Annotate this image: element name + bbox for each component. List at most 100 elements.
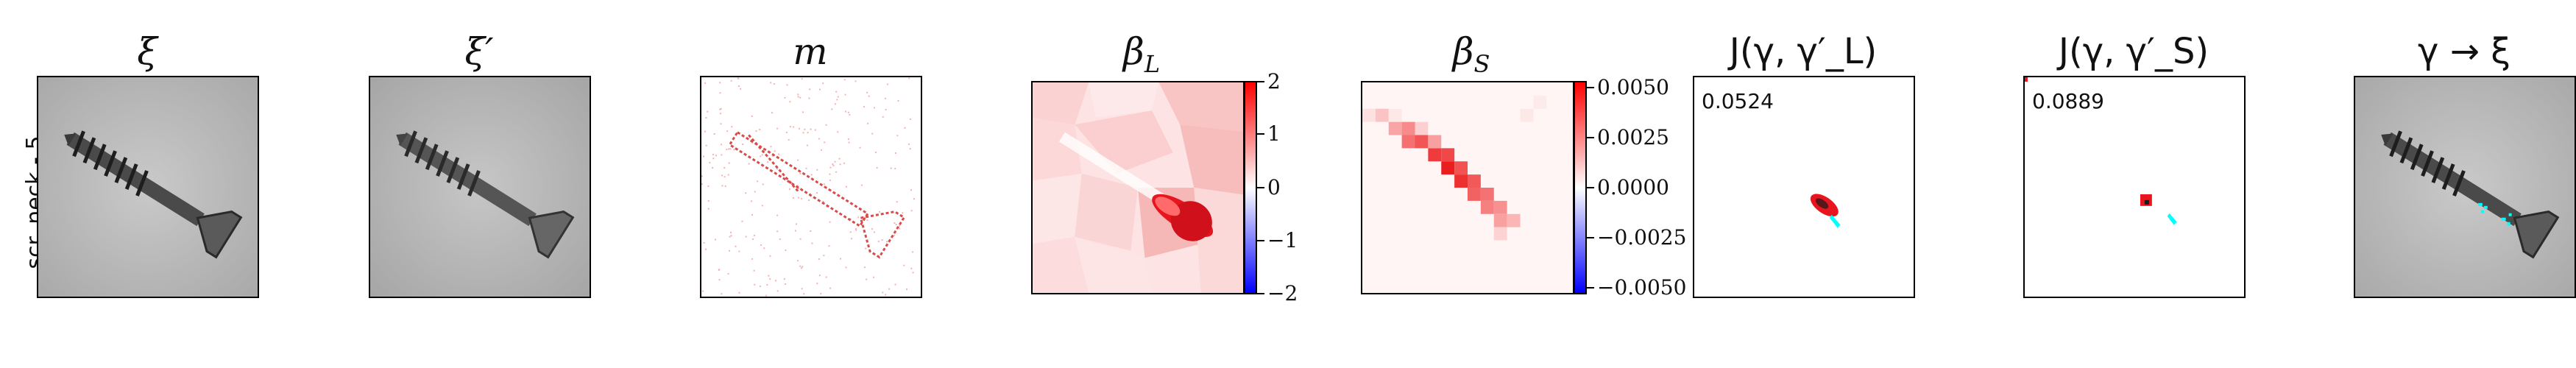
mask-speckle [776,290,779,292]
mask-speckle [828,245,830,247]
mask-speckle [789,101,791,103]
mask-speckle [766,283,768,286]
mask-speckle [801,78,803,80]
mask-speckle [729,236,731,238]
mask-speckle [794,230,796,232]
mask-speckle [729,250,731,252]
mask-speckle [849,113,851,116]
mask-speckle [728,162,730,164]
beta-s-cell [1388,108,1402,122]
mask-speckle [899,227,901,230]
mask-speckle [847,138,849,141]
mask-speckle [753,269,755,272]
mask-speckle [902,212,904,214]
mask-speckle [707,208,710,210]
mask-speckle [745,192,747,194]
image-j-s: 0.0889 [2023,76,2246,298]
image-gamma-overlay [2354,76,2576,298]
mask-speckle [829,173,831,175]
mask-speckle [810,174,813,176]
mask-speckle [865,247,867,250]
mask-speckle [835,91,838,93]
mask-speckle [727,273,729,275]
mask-speckle [788,139,790,141]
mask-speckle [834,160,836,163]
beta-s-cell [1507,213,1521,227]
mask-speckle [720,123,722,125]
mask-speckle [759,129,761,131]
colorbar-l-label: 2 [1267,69,1281,93]
mask-speckle [704,248,707,250]
mask-speckle [818,258,821,260]
image-mask [700,76,922,298]
panel-title-xi: ξ [137,30,158,73]
score-s: 0.0889 [2032,89,2104,113]
mask-speckle [760,155,762,158]
mask-speckle [705,117,707,119]
mask-speckle [894,152,896,155]
mask-speckle [770,146,772,148]
mask-speckle [767,161,769,163]
mask-speckle [755,130,757,132]
mask-speckle [829,287,832,289]
mask-speckle [707,185,710,188]
mask-speckle [745,236,747,238]
mask-speckle [834,103,836,105]
mask-speckle [737,85,740,88]
mask-speckle [797,93,799,96]
mask-speckle [720,107,722,110]
mask-speckle [818,275,821,277]
mask-speckle [761,205,763,207]
mask-speckle [896,135,899,137]
mask-speckle [811,242,813,244]
mask-speckle [718,269,720,271]
mask-speckle [762,183,764,185]
mask-speckle [823,255,825,257]
mask-speckle [849,231,852,233]
mask-speckle [829,221,831,223]
beta-s-cell [1493,227,1507,241]
mask-speckle [776,214,779,216]
beta-s-cell [1441,148,1455,162]
mask-speckle [881,239,883,241]
beta-s-cell [1468,188,1481,201]
mask-speckle [829,166,832,169]
mask-speckle [799,96,802,99]
mask-speckle [825,276,827,278]
mask-speckle [801,288,803,290]
mask-speckle [726,149,728,151]
mask-speckle [731,126,733,128]
mask-speckle [847,111,849,113]
mask-speckle [723,167,726,169]
mask-speckle [729,148,732,150]
mask-speckle [721,174,723,177]
mask-speckle [789,126,791,128]
mask-speckle [801,267,803,269]
mask-speckle [863,106,865,108]
mask-speckle [843,79,846,81]
mask-speckle [793,126,795,128]
colorbar-s-label: 0.0050 [1597,75,1669,99]
mask-speckle [888,288,891,290]
beta-l-heatmap [1033,82,1243,293]
mask-speckle [785,283,787,286]
beta-s-cell [1493,200,1507,214]
mask-speckle [712,154,715,156]
colorbar-l-label: −2 [1267,281,1298,305]
mask-speckle [761,154,763,156]
image-xi [37,76,259,298]
image-xi-prime [369,76,591,298]
mask-speckle [802,132,804,134]
mask-speckle [712,167,714,169]
mask-speckle [723,176,726,178]
colorbar-l-tick [1257,81,1264,82]
mask-speckle [910,210,913,212]
mask-speckle [864,216,866,219]
mask-speckle [822,200,824,202]
mask-speckle [742,143,744,145]
screw-image [38,77,258,297]
mask-speckle [703,155,705,158]
mask-speckle [838,158,841,160]
mask-speckle [737,77,740,79]
mask-speckle [894,234,896,236]
